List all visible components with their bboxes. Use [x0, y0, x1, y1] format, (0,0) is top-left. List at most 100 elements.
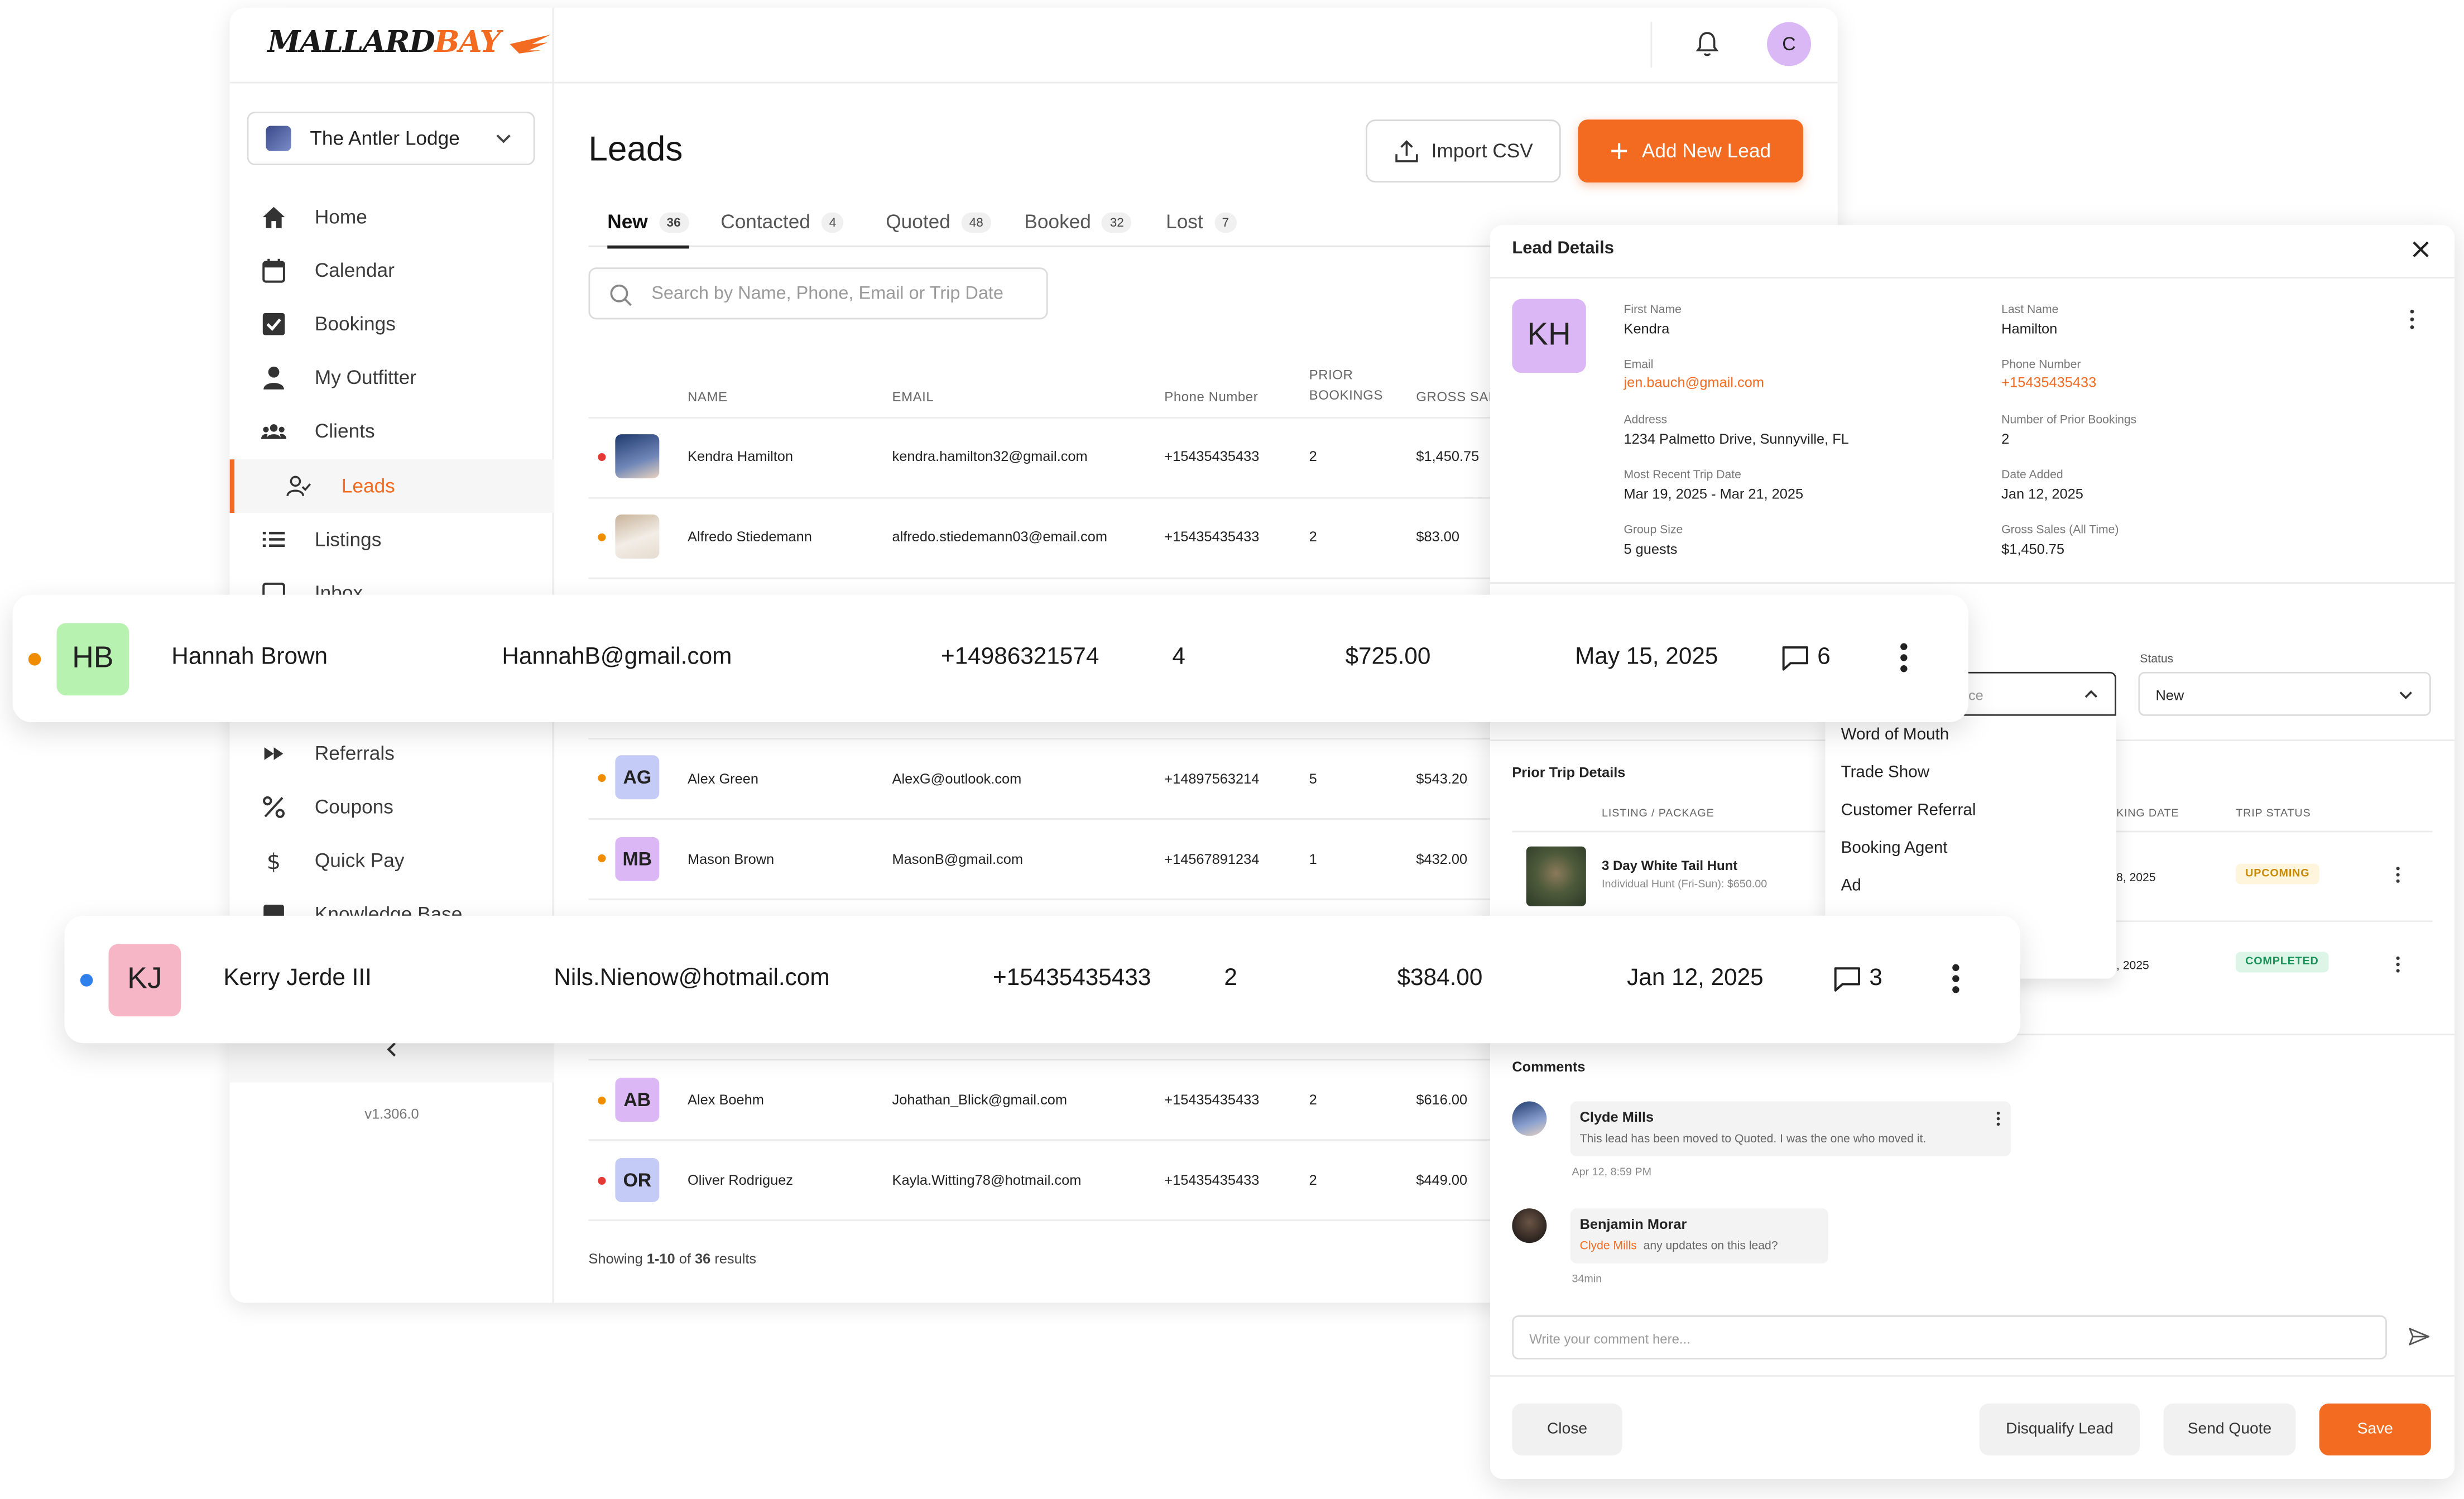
avatar [615, 514, 660, 559]
column-header-prior-line2: BOOKINGS [1309, 387, 1384, 403]
user-avatar[interactable]: C [1767, 22, 1812, 66]
divider [1490, 582, 2455, 584]
lead-name[interactable]: Kendra Hamilton [688, 448, 794, 464]
address-label: Address [1624, 412, 1668, 427]
plus-icon [1612, 143, 1628, 159]
sidebar-item-coupons[interactable]: Coupons [230, 780, 554, 834]
column-header-listing: LISTING / PACKAGE [1602, 809, 1714, 820]
more-vertical-icon[interactable] [2395, 866, 2401, 885]
last-name-value: Hamilton [2001, 321, 2058, 337]
sidebar-item-clients[interactable]: Clients [230, 405, 554, 458]
column-header-phone: Phone Number [1164, 388, 1259, 405]
tab-lost[interactable]: Lost 7 [1166, 203, 1237, 247]
comment-icon[interactable] [1781, 645, 1809, 672]
bell-icon[interactable] [1693, 30, 1722, 59]
brand-logo[interactable]: MALLARDBAY [267, 25, 551, 60]
menu-item-booking-agent[interactable]: Booking Agent [1841, 838, 1948, 858]
sidebar-item-leads[interactable]: Leads [229, 459, 554, 513]
sidebar-item-home[interactable]: Home [230, 190, 554, 244]
lead-name[interactable]: Mason Brown [688, 851, 775, 867]
sidebar-item-my-outfitter[interactable]: My Outfitter [230, 351, 554, 405]
comment-icon[interactable] [1833, 966, 1861, 993]
lead-name[interactable]: Alex Green [688, 771, 758, 787]
column-header-email: EMAIL [892, 388, 934, 405]
status-select-value: New [2155, 688, 2184, 704]
column-header-booking-date: KING DATE [2116, 809, 2179, 820]
divider [588, 497, 1832, 499]
menu-item-trade-show[interactable]: Trade Show [1841, 763, 1930, 782]
email-label: Email [1624, 357, 1654, 372]
trip-name[interactable]: 3 Day White Tail Hunt [1602, 857, 1738, 873]
user-check-icon [286, 475, 311, 497]
showing-range: 1-10 [646, 1251, 675, 1267]
org-selector[interactable]: The Antler Lodge [247, 112, 535, 166]
tab-quoted[interactable]: Quoted 48 [886, 203, 991, 247]
comment-mention[interactable]: Clyde Mills [1579, 1238, 1637, 1253]
more-vertical-icon[interactable] [1995, 1111, 2001, 1126]
divider [588, 738, 1832, 740]
sidebar-item-label: My Outfitter [314, 366, 416, 389]
lead-name[interactable]: Alfredo Stiedemann [688, 529, 812, 545]
save-button[interactable]: Save [2319, 1403, 2431, 1455]
date-added-label: Date Added [2001, 467, 2063, 482]
menu-item-word-of-mouth[interactable]: Word of Mouth [1841, 725, 1949, 744]
comment-time: 34min [1572, 1274, 1602, 1286]
trip-subtitle: Individual Hunt (Fri-Sun): $650.00 [1602, 879, 1767, 891]
sidebar-item-quick-pay[interactable]: $ Quick Pay [230, 834, 554, 887]
sidebar-item-bookings[interactable]: Bookings [230, 297, 554, 351]
checkbox-icon [262, 313, 285, 335]
lead-name[interactable]: Oliver Rodriguez [688, 1172, 794, 1188]
lead-name[interactable]: Kerry Jerde III [223, 964, 372, 992]
lead-email: Kayla.Witting78@hotmail.com [892, 1172, 1082, 1188]
lead-gross-sales: $1,450.75 [1416, 448, 1480, 464]
sidebar-item-listings[interactable]: Listings [230, 513, 554, 566]
lead-email: Nils.Nienow@hotmail.com [554, 964, 830, 992]
tab-contacted[interactable]: Contacted 4 [721, 203, 844, 247]
divider [588, 1139, 1832, 1141]
showing-of: of [679, 1251, 691, 1267]
comment-input[interactable]: Write your comment here... [1512, 1315, 2387, 1359]
lead-name[interactable]: Alex Boehm [688, 1092, 764, 1108]
disqualify-lead-button[interactable]: Disqualify Lead [1979, 1403, 2140, 1455]
search-input[interactable]: Search by Name, Phone, Email or Trip Dat… [588, 267, 1048, 320]
trip-booking-date: , 2025 [2116, 958, 2149, 973]
menu-item-customer-referral[interactable]: Customer Referral [1841, 801, 1976, 820]
lead-prior-bookings: 2 [1309, 448, 1317, 464]
send-quote-button[interactable]: Send Quote [2163, 1403, 2296, 1455]
send-icon[interactable] [2409, 1328, 2429, 1346]
lead-name[interactable]: Hannah Brown [171, 643, 328, 671]
tab-label: New [607, 210, 648, 233]
sidebar-item-referrals[interactable]: Referrals [230, 727, 554, 781]
showing-total: 36 [695, 1251, 711, 1267]
lead-gross-sales: $432.00 [1416, 851, 1468, 867]
menu-item-ad[interactable]: Ad [1841, 876, 1861, 896]
sidebar-item-calendar[interactable]: Calendar [230, 244, 554, 297]
avatar [615, 434, 660, 479]
showing-suffix: results [714, 1251, 757, 1267]
recent-trip-value: Mar 19, 2025 - Mar 21, 2025 [1624, 486, 1804, 502]
close-button[interactable]: Close [1512, 1403, 1622, 1455]
phone-link[interactable]: +15435435433 [2001, 374, 2097, 391]
sidebar-item-label: Clients [314, 420, 375, 443]
table-row-highlight[interactable]: KJ Kerry Jerde III Nils.Nienow@hotmail.c… [64, 915, 2020, 1044]
tab-booked[interactable]: Booked 32 [1024, 203, 1132, 247]
divider [588, 818, 1832, 820]
add-new-lead-button[interactable]: Add New Lead [1578, 119, 1803, 183]
more-vertical-icon[interactable] [2395, 955, 2401, 974]
lead-prior-bookings: 5 [1309, 771, 1317, 787]
more-vertical-icon[interactable] [1899, 642, 1909, 673]
status-select[interactable]: New [2138, 671, 2431, 716]
table-row-highlight[interactable]: HB Hannah Brown HannahB@gmail.com +14986… [12, 594, 1968, 723]
lead-gross-sales: $449.00 [1416, 1172, 1468, 1188]
more-vertical-icon[interactable] [1951, 963, 1961, 994]
column-header-trip-status: TRIP STATUS [2236, 809, 2311, 820]
sidebar-item-label: Home [314, 206, 367, 228]
avatar [1512, 1208, 1547, 1243]
import-csv-button[interactable]: Import CSV [1366, 119, 1561, 183]
group-size-label: Group Size [1624, 522, 1683, 537]
tab-new[interactable]: New 36 [607, 203, 689, 249]
more-vertical-icon[interactable] [2408, 309, 2417, 330]
email-link[interactable]: jen.bauch@gmail.com [1624, 374, 1764, 391]
close-icon[interactable] [2412, 241, 2429, 258]
comment-count: 6 [1817, 643, 1831, 671]
